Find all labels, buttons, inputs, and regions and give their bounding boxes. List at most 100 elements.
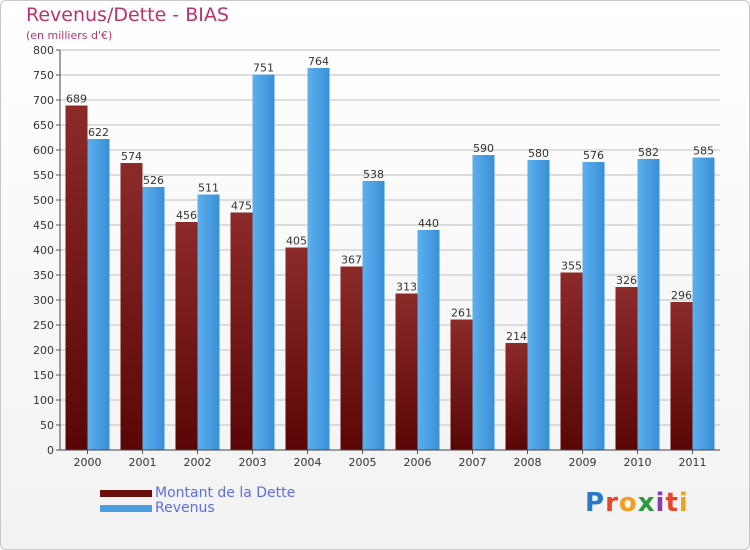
- proxiti-logo: Proxiti: [585, 488, 689, 518]
- value-label-dette: 355: [561, 260, 582, 273]
- bar-revenus: [692, 157, 715, 450]
- x-tick-label: 2007: [459, 456, 487, 469]
- bar-revenus: [87, 139, 110, 450]
- bar-revenus: [252, 74, 275, 450]
- logo-letter: x: [637, 488, 656, 518]
- x-tick-label: 2001: [129, 456, 157, 469]
- value-label-revenus: 764: [308, 55, 329, 68]
- y-tick-label: 600: [33, 144, 54, 157]
- bar-dette: [560, 272, 583, 450]
- bar-dette: [65, 105, 88, 450]
- value-label-revenus: 576: [583, 149, 604, 162]
- y-tick-label: 50: [40, 419, 54, 432]
- x-tick-label: 2008: [514, 456, 542, 469]
- y-tick-label: 200: [33, 344, 54, 357]
- bar-revenus: [142, 187, 165, 450]
- legend-item-revenus: Revenus: [100, 501, 295, 516]
- value-label-dette: 313: [396, 281, 417, 294]
- value-label-dette: 296: [671, 289, 692, 302]
- value-label-revenus: 511: [198, 182, 219, 195]
- bar-dette: [615, 287, 638, 450]
- value-label-revenus: 622: [88, 126, 109, 139]
- value-label-revenus: 585: [693, 145, 714, 158]
- bar-dette: [285, 247, 308, 450]
- x-tick-label: 2011: [679, 456, 707, 469]
- y-tick-label: 700: [33, 94, 54, 107]
- logo-letter: i: [678, 488, 689, 518]
- legend: Montant de la Dette Revenus: [100, 486, 295, 516]
- logo-letter: P: [585, 488, 606, 518]
- x-tick-label: 2000: [74, 456, 102, 469]
- y-tick-label: 650: [33, 119, 54, 132]
- bar-dette: [670, 302, 693, 450]
- legend-swatch-dette: [100, 489, 152, 497]
- axes: [59, 50, 720, 451]
- y-tick-label: 550: [33, 169, 54, 182]
- value-label-dette: 405: [286, 235, 307, 248]
- value-label-dette: 574: [121, 150, 142, 163]
- value-label-dette: 456: [176, 209, 197, 222]
- x-tick-label: 2002: [184, 456, 212, 469]
- grid-lines: [60, 49, 720, 426]
- y-tick-label: 500: [33, 194, 54, 207]
- value-label-dette: 326: [616, 274, 637, 287]
- value-label-revenus: 751: [253, 62, 274, 75]
- bar-revenus: [637, 159, 660, 450]
- logo-letter: i: [655, 488, 666, 518]
- bar-revenus: [362, 181, 385, 450]
- bar-revenus: [417, 230, 440, 450]
- y-tick-label: 800: [33, 44, 54, 57]
- x-tick-label: 2006: [404, 456, 432, 469]
- bar-dette: [505, 343, 528, 450]
- logo-letter: r: [605, 488, 619, 518]
- y-tick-label: 300: [33, 294, 54, 307]
- logo-letter: o: [618, 488, 638, 518]
- bar-dette: [340, 266, 363, 450]
- y-axis-ticks: 0 50 100 150 200 250 300 350 400 450 500 550 600 650 7…: [33, 44, 60, 457]
- chart-title: Revenus/Dette - BIAS: [26, 4, 229, 26]
- value-label-revenus: 582: [638, 146, 659, 159]
- bar-dette: [395, 293, 418, 450]
- y-tick-label: 750: [33, 69, 54, 82]
- x-axis-ticks: 2000 2001 2002 2003 2004 2005 2006 2007 2008 2009…: [74, 450, 707, 469]
- y-tick-label: 250: [33, 319, 54, 332]
- legend-label-revenus: Revenus: [155, 500, 215, 516]
- logo-letter: t: [665, 488, 679, 518]
- y-tick-label: 400: [33, 244, 54, 257]
- value-label-dette: 475: [231, 200, 252, 213]
- y-tick-label: 350: [33, 269, 54, 282]
- y-tick-label: 0: [47, 444, 54, 457]
- bars: [65, 68, 715, 450]
- y-tick-label: 150: [33, 369, 54, 382]
- bar-revenus: [472, 155, 495, 450]
- y-tick-label: 100: [33, 394, 54, 407]
- legend-item-dette: Montant de la Dette: [100, 486, 295, 501]
- value-label-dette: 367: [341, 254, 362, 267]
- y-tick-label: 450: [33, 219, 54, 232]
- value-label-dette: 261: [451, 307, 472, 320]
- bar-dette: [120, 163, 143, 450]
- x-tick-label: 2004: [294, 456, 322, 469]
- x-tick-label: 2005: [349, 456, 377, 469]
- x-tick-label: 2010: [624, 456, 652, 469]
- x-tick-label: 2009: [569, 456, 597, 469]
- bar-dette: [450, 319, 473, 450]
- value-label-dette: 214: [506, 330, 527, 343]
- bar-revenus: [307, 68, 330, 450]
- value-label-revenus: 440: [418, 217, 439, 230]
- value-label-revenus: 580: [528, 147, 549, 160]
- chart-subtitle: (en milliers d'€): [26, 29, 113, 42]
- bar-dette: [230, 212, 253, 450]
- bar-revenus: [527, 160, 550, 450]
- value-label-revenus: 526: [143, 174, 164, 187]
- x-tick-label: 2003: [239, 456, 267, 469]
- bar-revenus: [582, 162, 605, 450]
- value-label-revenus: 538: [363, 168, 384, 181]
- legend-swatch-revenus: [100, 504, 152, 512]
- bar-revenus: [197, 194, 220, 450]
- value-label-dette: 689: [66, 93, 87, 106]
- value-label-revenus: 590: [473, 142, 494, 155]
- legend-label-dette: Montant de la Dette: [155, 485, 296, 501]
